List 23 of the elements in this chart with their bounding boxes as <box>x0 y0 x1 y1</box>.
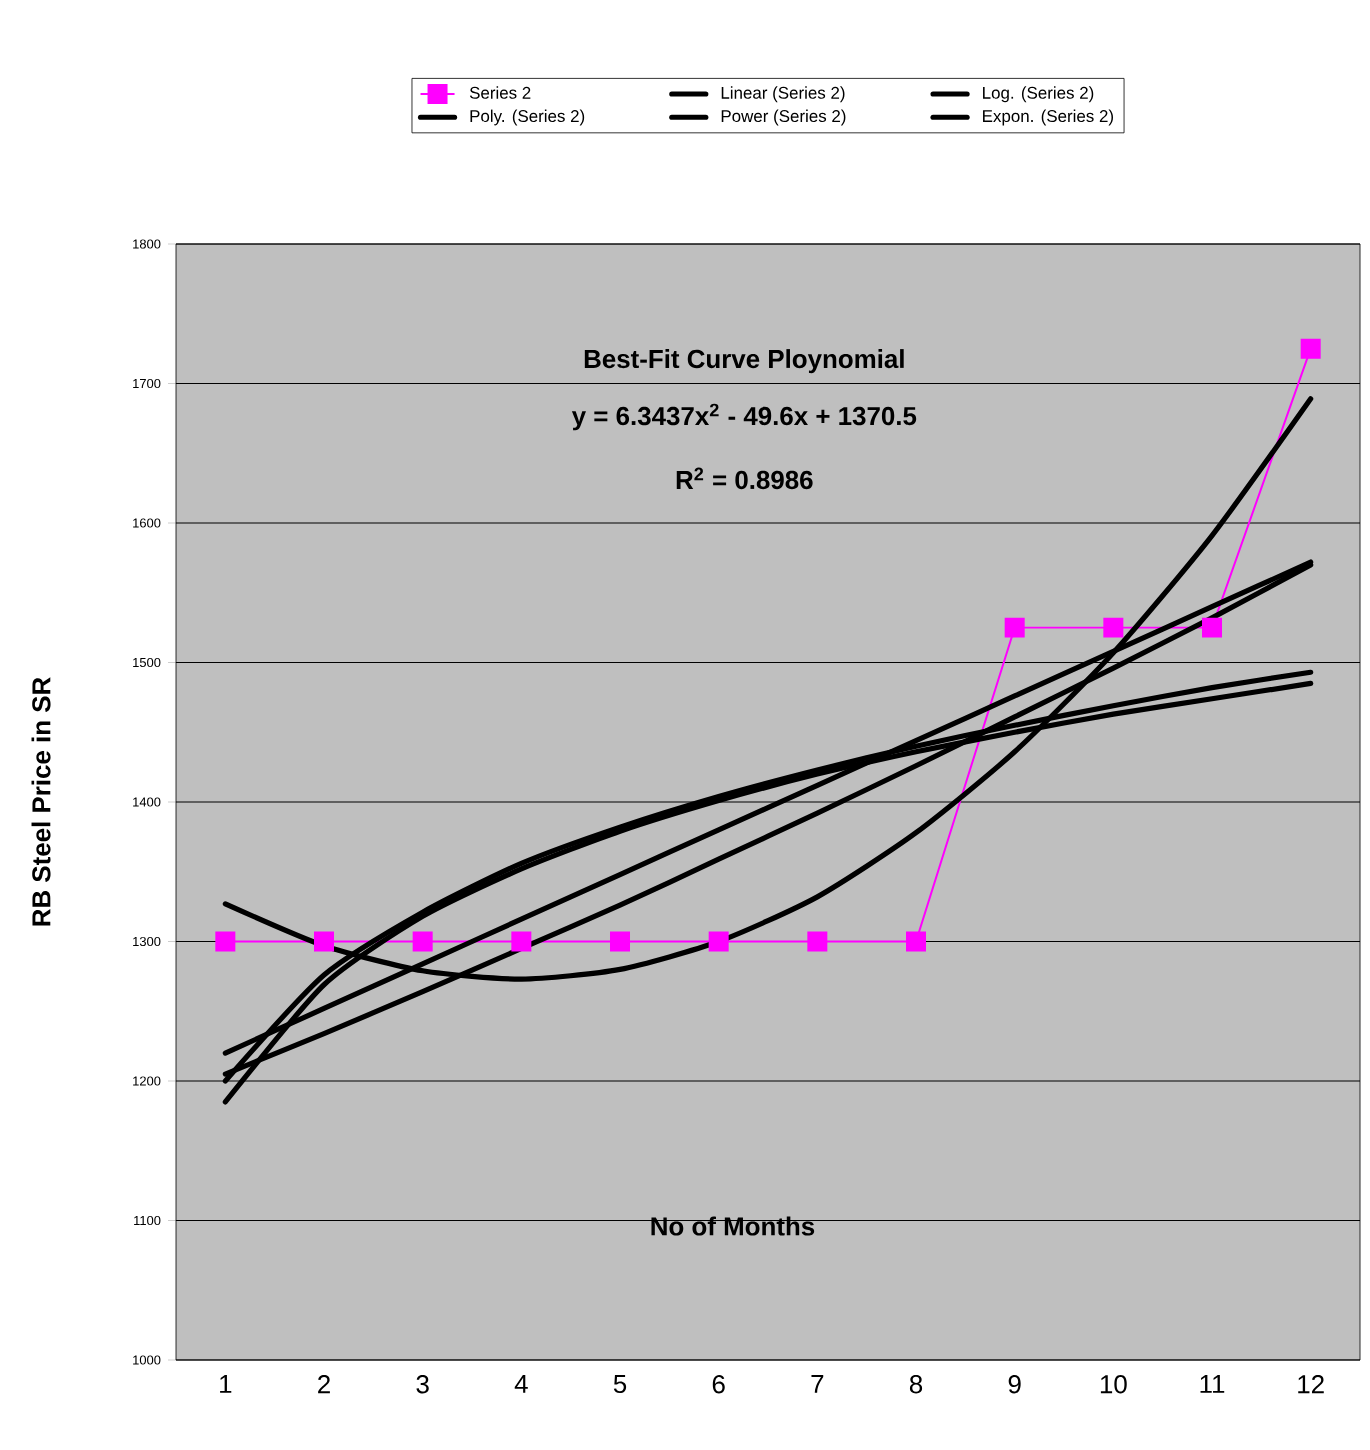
x-axis-title: No of Months <box>651 1216 815 1236</box>
y-axis-title: RB Steel Price in SR <box>31 677 51 926</box>
x-tick-label: 9 <box>1008 1375 1021 1394</box>
x-tick-label: 5 <box>613 1375 627 1394</box>
x-tick-label: 7 <box>811 1375 824 1393</box>
annotation: R$^{2}$ = 0.8986 <box>676 467 813 490</box>
x-tick-label: 4 <box>514 1375 528 1393</box>
legend-label: Expon. (Series 2) <box>983 109 1114 126</box>
x-tick-label: 11 <box>1200 1375 1225 1393</box>
x-tick-label: 8 <box>909 1375 923 1394</box>
x-tick-label: 2 <box>318 1375 330 1394</box>
legend-label: Series 2 <box>469 86 531 99</box>
annotation: y = 6.3437x$^{2}$ - 49.6x + 1370.5 <box>571 403 917 431</box>
x-tick-label: 10 <box>1100 1375 1127 1394</box>
legend-label: Log. (Series 2) <box>983 86 1094 103</box>
legend-label: Poly. (Series 2) <box>470 109 585 126</box>
x-tick-label: 12 <box>1298 1375 1324 1394</box>
legend-label: Linear (Series 2) <box>721 86 845 103</box>
x-tick-label: 3 <box>416 1375 429 1394</box>
legend-label: Power (Series 2) <box>721 109 846 126</box>
x-tick-label: 6 <box>712 1375 725 1394</box>
x-tick-label: 1 <box>220 1375 232 1393</box>
annotation: Best-Fit Curve Ploynomial <box>584 349 904 374</box>
